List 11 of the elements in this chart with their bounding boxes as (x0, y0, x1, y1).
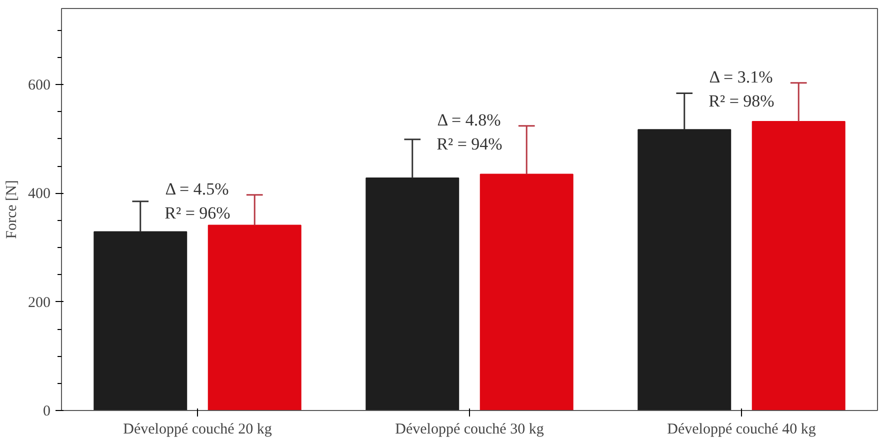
annotation: Δ = 4.5% R² = 96% (164, 179, 230, 222)
y-tick-label: 400 (28, 186, 50, 202)
y-axis-title: Force [N] (4, 180, 20, 239)
x-tick-label: Développé couché 20 kg (123, 422, 272, 438)
y-tick-label: 0 (43, 404, 50, 420)
x-tick-label: Développé couché 40 kg (667, 422, 816, 438)
y-tick-label: 200 (28, 294, 50, 311)
x-tick-label: Développé couché 30 kg (395, 422, 544, 438)
annotation: Δ = 4.8% R² = 94% (436, 110, 502, 154)
y-tick-label: 600 (28, 78, 50, 94)
annotation: Δ = 3.1% R² = 98% (708, 68, 774, 111)
